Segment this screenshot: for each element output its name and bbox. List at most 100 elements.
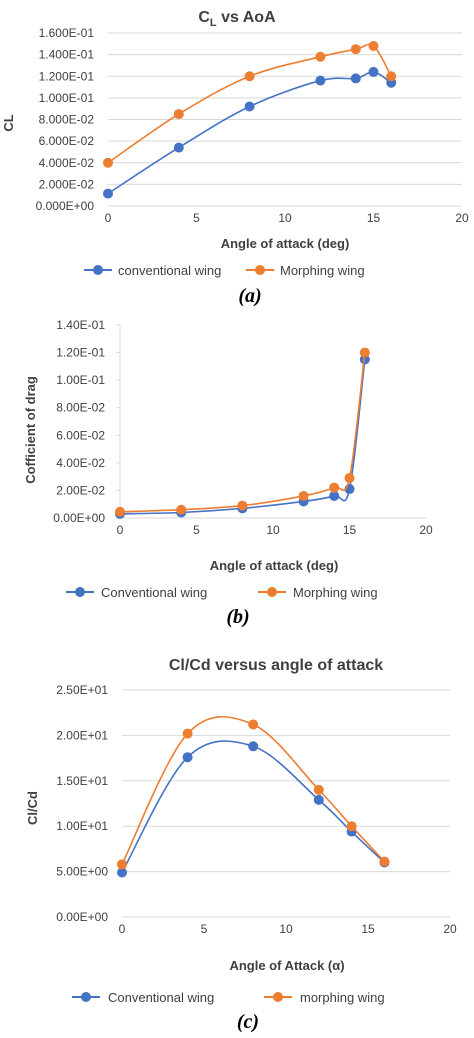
legend-marker-conventional: [93, 265, 103, 275]
data-point-conventional: [368, 66, 379, 77]
y-tick-label: 0.00E+00: [53, 511, 105, 525]
y-tick-label: 1.50E+01: [56, 774, 108, 788]
y-tick-label: 4.00E-02: [56, 456, 105, 470]
data-point-morphing: [103, 157, 113, 168]
data-point-morphing: [350, 44, 361, 55]
legend-label-morphing: Morphing wing: [280, 263, 365, 278]
data-point-conventional: [173, 142, 184, 153]
data-point-morphing: [379, 856, 390, 867]
data-point-conventional: [244, 101, 255, 112]
chart-b-caption: (b): [226, 606, 249, 628]
y-tick-label: 0.00E+00: [56, 910, 108, 924]
x-tick-label: 5: [201, 922, 208, 936]
series-line-conventional: [121, 740, 385, 873]
legend-label-morphing: Morphing wing: [293, 585, 378, 600]
chart-a-y-tick-labels: 0.000E+00 2.000E-02 4.000E-02 6.000E-02 8.00…: [36, 26, 95, 213]
y-tick-label: 8.000E-02: [39, 113, 95, 127]
data-point-morphing: [182, 728, 193, 739]
y-tick-label: 1.400E-01: [39, 48, 95, 62]
data-point-morphing: [315, 51, 326, 62]
legend-label-conventional: Conventional wing: [101, 585, 207, 600]
data-point-morphing: [173, 109, 184, 120]
x-tick-label: 20: [443, 922, 457, 936]
chart-a-x-axis-title: Angle of attack (deg): [221, 236, 350, 251]
data-point-morphing: [386, 71, 397, 82]
chart-b-series: [115, 347, 370, 519]
legend-marker-conventional: [75, 587, 85, 597]
y-tick-label: 2.00E+01: [56, 728, 108, 742]
chart-b-legend: Conventional wing Morphing wing: [66, 585, 378, 600]
y-tick-label: 1.20E-01: [56, 346, 105, 360]
y-tick-label: 6.00E-02: [56, 428, 105, 442]
chart-c-title: Cl/Cd versus angle of attack: [169, 657, 383, 674]
legend-marker-morphing: [267, 587, 277, 597]
chart-c-caption: (c): [237, 1011, 259, 1033]
y-tick-label: 5.00E+00: [56, 865, 108, 879]
x-tick-label: 0: [117, 523, 124, 537]
chart-c-y-tick-labels: 0.00E+00 5.00E+00 1.00E+01 1.50E+01 2.00E+01…: [56, 683, 108, 924]
x-tick-label: 5: [193, 523, 200, 537]
data-point-morphing: [346, 821, 357, 832]
x-tick-label: 20: [455, 211, 469, 225]
x-tick-label: 10: [266, 523, 280, 537]
chart-a-legend: conventional wing Morphing wing: [84, 263, 365, 278]
series-line-morphing: [119, 352, 366, 513]
data-point-conventional: [103, 188, 113, 199]
chart-a-caption: (a): [238, 285, 261, 307]
chart-a-series: [103, 40, 397, 199]
x-tick-label: 10: [278, 211, 292, 225]
y-tick-label: 2.000E-02: [39, 177, 95, 191]
x-tick-label: 0: [105, 211, 112, 225]
chart-c-x-axis-title: Angle of Attack (α): [229, 958, 344, 973]
y-tick-label: 6.000E-02: [39, 134, 95, 148]
legend-marker-morphing: [273, 992, 283, 1002]
chart-c-gridlines: [122, 689, 450, 873]
y-tick-label: 4.000E-02: [39, 156, 95, 170]
data-point-conventional: [117, 867, 127, 878]
chart-b-x-axis-title: Angle of attack (deg): [210, 558, 339, 573]
chart-b-y-tick-labels: 0.00E+00 2.00E-02 4.00E-02 6.00E-02 8.00E-02…: [53, 318, 121, 525]
data-point-morphing: [237, 500, 248, 511]
data-point-morphing: [117, 859, 127, 870]
chart-a: CL vs AoA 0.000E+00 2.000E-02 4.000E-02 6.0…: [1, 9, 469, 307]
chart-c-y-axis-title: Cl/Cd: [25, 791, 40, 825]
data-point-morphing: [344, 473, 355, 484]
series-line-morphing: [121, 715, 385, 865]
data-point-morphing: [115, 506, 125, 517]
data-point-conventional: [315, 75, 326, 86]
data-point-morphing: [368, 40, 379, 51]
y-tick-label: 0.000E+00: [36, 199, 95, 213]
data-point-conventional: [313, 794, 324, 805]
y-tick-label: 2.50E+01: [56, 683, 108, 697]
x-tick-label: 0: [119, 922, 126, 936]
data-point-morphing: [176, 504, 187, 515]
x-tick-label: 15: [367, 211, 381, 225]
legend-label-conventional: conventional wing: [118, 263, 221, 278]
chart-a-gridlines: [108, 32, 462, 185]
y-tick-label: 1.00E+01: [56, 819, 108, 833]
data-point-conventional: [350, 73, 361, 84]
chart-a-title: CL vs AoA: [198, 9, 276, 29]
chart-b-x-tick-labels: 0 5 10 15 20: [117, 523, 433, 537]
legend-label-conventional: Conventional wing: [108, 990, 214, 1005]
chart-b-y-axis-title: Cofficient of drag: [23, 376, 38, 484]
chart-a-x-tick-labels: 0 5 10 15 20: [105, 211, 469, 225]
chart-a-y-axis-title: CL: [1, 114, 16, 131]
y-tick-label: 1.600E-01: [39, 26, 95, 40]
chart-b: 0.00E+00 2.00E-02 4.00E-02 6.00E-02 8.00E-02…: [23, 318, 433, 628]
x-tick-label: 15: [343, 523, 357, 537]
x-tick-label: 20: [419, 523, 433, 537]
data-point-morphing: [248, 719, 259, 730]
data-point-morphing: [359, 347, 370, 358]
legend-label-morphing: morphing wing: [300, 990, 385, 1005]
data-point-conventional: [329, 490, 340, 501]
legend-marker-conventional: [81, 992, 91, 1002]
chart-c: Cl/Cd versus angle of attack 0.00E+00 5.0…: [25, 657, 457, 1033]
chart-c-x-tick-labels: 0 5 10 15 20: [119, 922, 457, 936]
legend-marker-morphing: [255, 265, 265, 275]
y-tick-label: 1.40E-01: [56, 318, 105, 332]
data-point-morphing: [313, 784, 324, 795]
y-tick-label: 2.00E-02: [56, 483, 105, 497]
y-tick-label: 1.200E-01: [39, 69, 95, 83]
x-tick-label: 10: [279, 922, 293, 936]
